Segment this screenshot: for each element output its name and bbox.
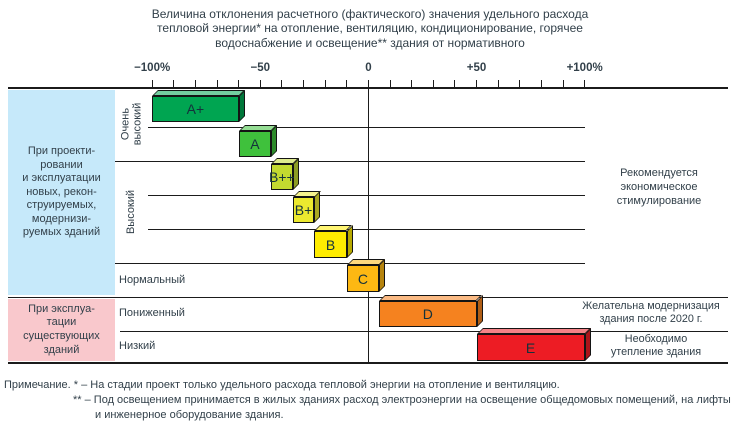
axis-tick: [346, 80, 348, 88]
class-bar-A+: A+: [152, 90, 245, 122]
section-panel-design: При проекти- ровании и эксплуатации новы…: [8, 90, 115, 295]
axis-tick: [519, 80, 521, 88]
row-label-lowered: Пониженный: [119, 307, 185, 319]
row-divider: [148, 127, 585, 128]
class-bar-B: B: [314, 225, 353, 258]
bottom-border: [8, 362, 728, 364]
footnote-line-1: Примечание. * – На стадии проект только …: [4, 379, 560, 391]
class-bar-label: A+: [152, 96, 239, 122]
bar-side-face: [379, 259, 386, 292]
class-bar-label: D: [379, 301, 477, 327]
section-panel-existing: При эксплуа- тации существующих зданий: [8, 299, 115, 361]
annotation-stimulus: Рекомендуется экономическое стимулирован…: [616, 167, 702, 207]
class-bar-A: A: [238, 125, 278, 157]
bar-side-face: [346, 225, 353, 258]
axis-tick: [151, 80, 153, 88]
zero-line: [367, 88, 370, 363]
axis-tick: [389, 80, 391, 88]
axis-tick: [173, 80, 175, 88]
row-divider: [120, 330, 728, 332]
class-bar-E: E: [476, 328, 591, 361]
group-divider: [115, 160, 585, 163]
row-divider: [148, 229, 585, 230]
axis-tick-label: +100%: [566, 62, 603, 74]
axis-tick-label: 0: [365, 62, 372, 74]
class-bar-label: C: [346, 265, 380, 292]
class-bar-label: B+: [292, 197, 315, 223]
axis-tick: [238, 80, 240, 88]
class-bar-C: C: [346, 259, 386, 292]
bar-side-face: [314, 191, 321, 223]
bar-side-face: [271, 125, 278, 157]
row-label-normal: Нормальный: [119, 274, 186, 286]
axis-tick: [367, 80, 369, 88]
class-bar-B++: B++: [269, 158, 299, 190]
class-bar-label: B: [314, 231, 347, 258]
axis-tick: [454, 80, 456, 88]
annotation-insulation: Необходимо утепление здания: [610, 333, 702, 359]
axis-tick-label: −100%: [134, 62, 171, 74]
axis-tick: [476, 80, 478, 88]
axis-tick: [497, 80, 499, 88]
bar-side-face: [476, 295, 483, 327]
class-bar-B+: B+: [292, 191, 321, 223]
axis-tick: [281, 80, 283, 88]
bar-side-face: [584, 328, 591, 361]
footnote-line-2: ** – Под освещением принимается в жилых …: [73, 394, 731, 406]
row-divider: [148, 195, 585, 196]
axis-tick: [194, 80, 196, 88]
axis-tick: [562, 80, 564, 88]
axis-tick: [411, 80, 413, 88]
row-label-very-high: Очень высокий: [119, 102, 144, 146]
class-bar-D: D: [379, 295, 483, 327]
section-divider: [8, 296, 728, 299]
class-bar-label: B++: [269, 164, 295, 190]
axis-tick: [540, 80, 542, 88]
axis-tick: [584, 80, 586, 88]
axis-tick: [324, 80, 326, 88]
bar-side-face: [238, 90, 245, 122]
axis-tick-label: +50: [466, 62, 487, 74]
axis-tick-label: −50: [250, 62, 271, 74]
axis-tick: [303, 80, 305, 88]
axis-tick: [432, 80, 434, 88]
row-label-low: Низкий: [119, 340, 156, 352]
axis-tick: [259, 80, 261, 88]
class-bar-label: A: [238, 131, 272, 157]
annotation-modernization: Желательна модернизация здания после 202…: [582, 300, 720, 326]
axis-tick: [216, 80, 218, 88]
chart-title: Величина отклонения расчетного (фактичес…: [151, 7, 589, 50]
footnote-line-3: и инженерное оборудование здания.: [95, 409, 284, 421]
row-label-high: Высокий: [125, 189, 138, 235]
class-bar-label: E: [476, 334, 585, 361]
